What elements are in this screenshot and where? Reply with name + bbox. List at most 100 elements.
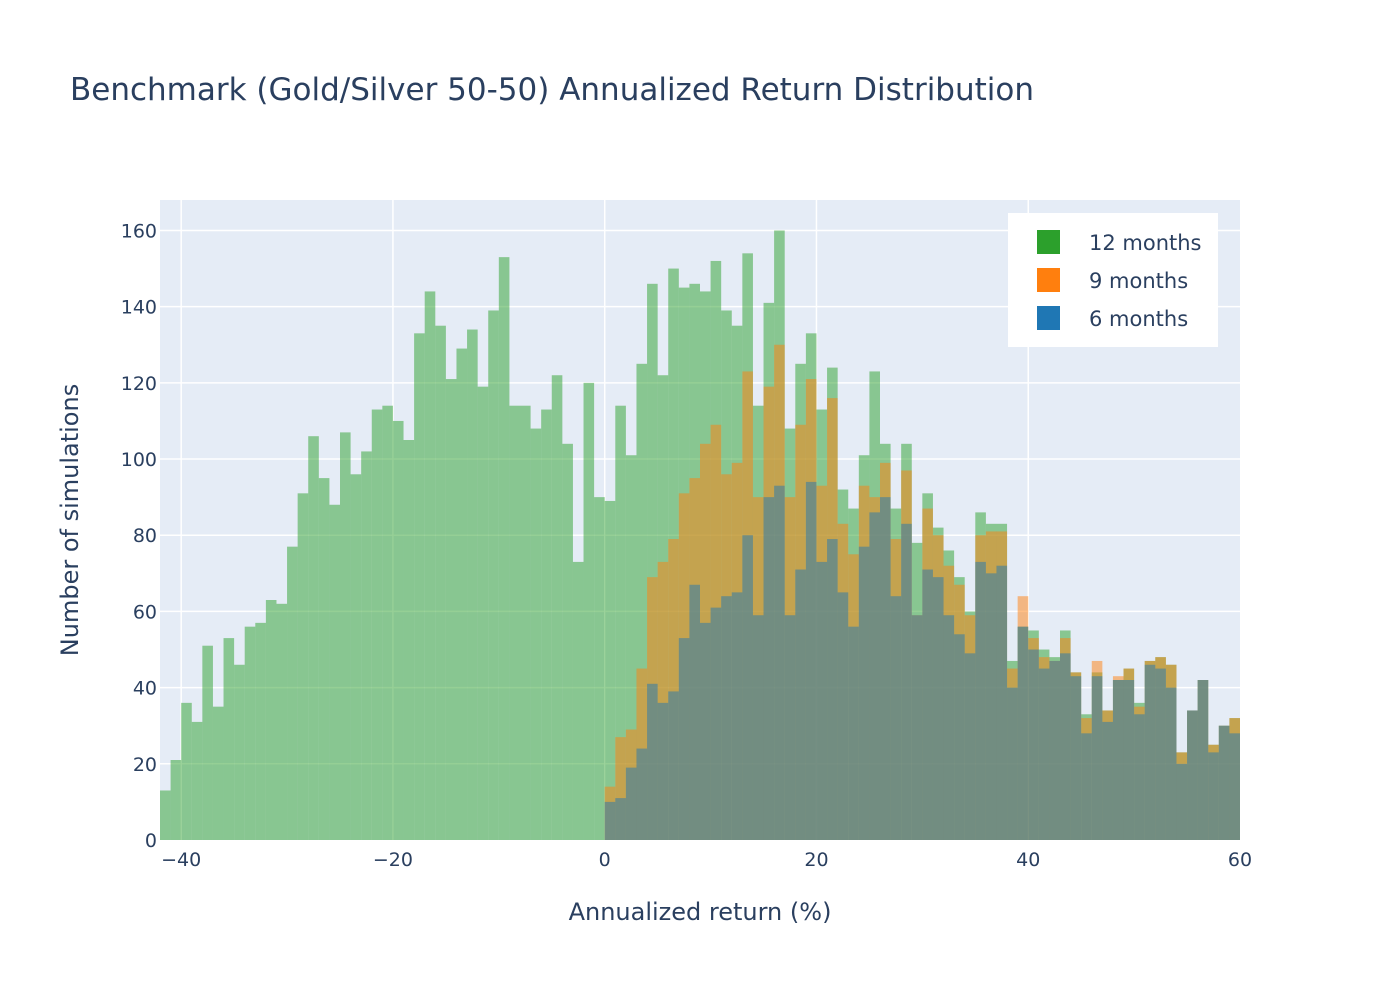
histogram-bar bbox=[985, 573, 997, 840]
histogram-bar bbox=[202, 645, 213, 840]
histogram-bar bbox=[223, 638, 235, 840]
legend-item[interactable]: 12 months bbox=[1037, 230, 1202, 255]
histogram-bar bbox=[340, 432, 351, 840]
histogram-bar bbox=[1144, 664, 1156, 840]
legend-item[interactable]: 9 months bbox=[1037, 268, 1188, 293]
x-axis-title: Annualized return (%) bbox=[569, 898, 832, 926]
histogram-bar bbox=[276, 603, 288, 840]
y-tick-label: 20 bbox=[133, 754, 157, 776]
histogram-bar bbox=[361, 451, 372, 840]
histogram-bar bbox=[657, 561, 669, 840]
histogram-bar bbox=[858, 546, 870, 840]
histogram-bar bbox=[509, 405, 520, 840]
histogram-bar bbox=[795, 569, 806, 840]
y-axis-ticks: 0 20 40 60 80 100 120 140 160 bbox=[121, 220, 157, 852]
histogram-bar bbox=[869, 512, 880, 840]
histogram-bar bbox=[911, 615, 923, 840]
y-tick-label: 0 bbox=[145, 830, 157, 852]
histogram-bar bbox=[498, 257, 510, 841]
histogram-bar bbox=[1165, 687, 1177, 840]
legend-item[interactable]: 6 months bbox=[1037, 306, 1188, 331]
histogram-bar bbox=[604, 500, 616, 840]
histogram-bar bbox=[1229, 733, 1240, 840]
histogram-bar bbox=[710, 607, 722, 840]
histogram-bar bbox=[520, 405, 531, 840]
histogram-bar bbox=[636, 748, 648, 840]
histogram-bar bbox=[700, 622, 711, 840]
histogram-bar bbox=[403, 440, 415, 840]
histogram-bar bbox=[604, 801, 616, 840]
histogram-bar bbox=[572, 561, 584, 840]
histogram-bar bbox=[1049, 660, 1060, 840]
histogram-bar bbox=[541, 409, 552, 840]
histogram-bar bbox=[752, 615, 764, 840]
legend-label: 6 months bbox=[1089, 307, 1188, 331]
histogram-bar bbox=[1134, 714, 1145, 840]
y-tick-label: 60 bbox=[133, 601, 157, 623]
histogram-bar bbox=[647, 683, 658, 840]
histogram-bar bbox=[562, 443, 573, 840]
legend[interactable]: 12 months 9 months 6 months bbox=[1008, 213, 1218, 347]
histogram-bar bbox=[160, 790, 171, 840]
histogram-bar bbox=[488, 310, 499, 840]
x-tick-label: 20 bbox=[804, 849, 828, 871]
histogram-bar bbox=[848, 626, 859, 840]
histogram-bar bbox=[816, 561, 828, 840]
histogram-bar bbox=[922, 569, 933, 840]
y-tick-label: 160 bbox=[121, 220, 157, 242]
y-tick-label: 100 bbox=[121, 449, 157, 471]
histogram-bar bbox=[689, 584, 700, 840]
histogram-bar bbox=[1197, 680, 1209, 840]
chart-title: Benchmark (Gold/Silver 50-50) Annualized… bbox=[70, 72, 1034, 108]
histogram-bar bbox=[212, 706, 224, 840]
histogram-bar bbox=[551, 375, 563, 840]
histogram-bar bbox=[964, 653, 976, 840]
histogram-bar bbox=[636, 363, 648, 840]
histogram-bars bbox=[160, 230, 1240, 841]
histogram-bar bbox=[255, 622, 266, 840]
histogram-bar bbox=[742, 535, 753, 840]
histogram-bar bbox=[880, 497, 891, 840]
histogram-bar bbox=[615, 737, 626, 840]
histogram-bar bbox=[615, 798, 626, 840]
histogram-bar bbox=[1028, 649, 1039, 840]
histogram-bar bbox=[477, 386, 489, 840]
histogram-bar bbox=[996, 565, 1008, 840]
histogram-bar bbox=[721, 596, 732, 840]
histogram-bar bbox=[191, 721, 203, 840]
histogram-bar bbox=[318, 478, 330, 840]
histogram-bar bbox=[943, 615, 955, 840]
histogram-bar bbox=[890, 596, 902, 840]
x-axis-ticks: −40 −20 0 20 40 60 bbox=[161, 849, 1252, 871]
histogram-bar bbox=[932, 577, 944, 840]
histogram-bar bbox=[350, 474, 362, 840]
histogram-bar bbox=[594, 497, 605, 840]
histogram-bar bbox=[901, 523, 912, 840]
histogram-bar bbox=[244, 626, 256, 840]
legend-label: 9 months bbox=[1089, 269, 1188, 293]
y-tick-label: 120 bbox=[121, 373, 157, 395]
histogram-bar bbox=[181, 702, 192, 840]
histogram-bar bbox=[678, 638, 690, 840]
y-tick-label: 40 bbox=[133, 678, 157, 700]
histogram-bar bbox=[625, 455, 637, 840]
histogram-bar bbox=[1038, 668, 1050, 840]
histogram-bar bbox=[668, 539, 679, 840]
histogram-bar bbox=[615, 405, 626, 840]
histogram-bar bbox=[392, 420, 404, 840]
histogram-bar bbox=[625, 767, 637, 840]
histogram-bar bbox=[647, 283, 658, 840]
histogram-bar bbox=[1070, 676, 1082, 840]
legend-swatch bbox=[1037, 306, 1060, 330]
y-tick-label: 80 bbox=[133, 525, 157, 547]
y-tick-label: 140 bbox=[121, 297, 157, 319]
histogram-bar bbox=[1155, 668, 1166, 840]
legend-label: 12 months bbox=[1089, 231, 1202, 255]
y-axis-title: Number of simulations bbox=[56, 384, 84, 656]
histogram-bar bbox=[382, 405, 393, 840]
histogram-bar bbox=[1187, 710, 1198, 840]
histogram-bar bbox=[827, 539, 838, 840]
legend-swatch bbox=[1037, 268, 1060, 292]
